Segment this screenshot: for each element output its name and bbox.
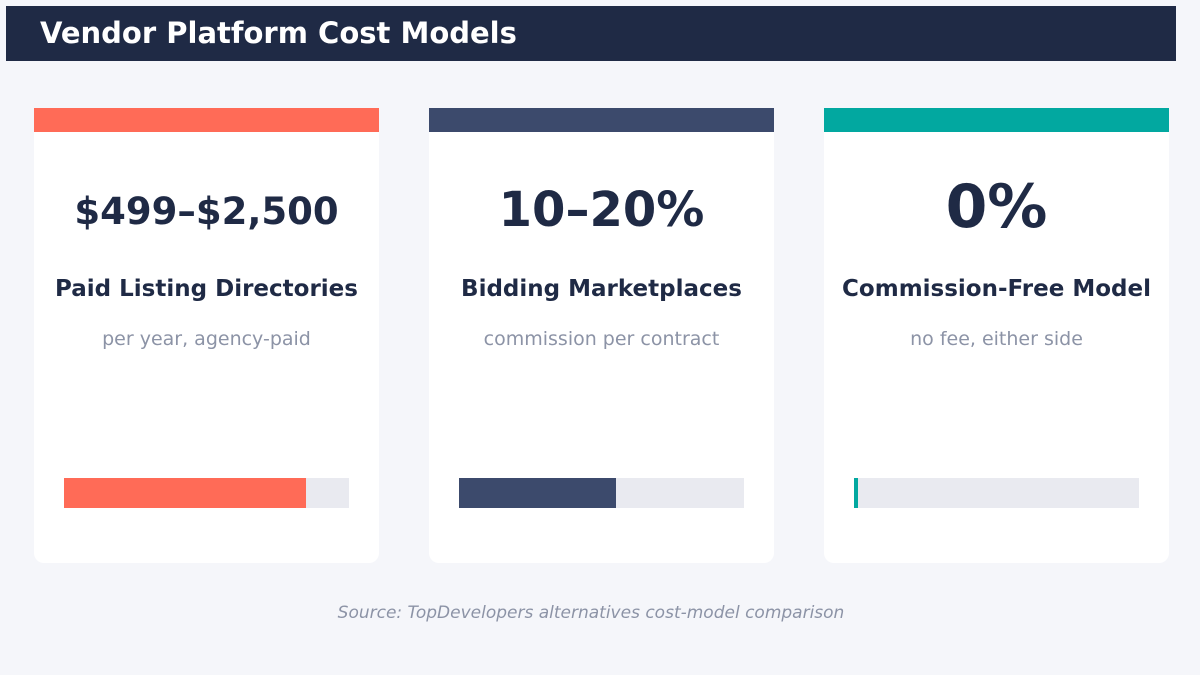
- card-accent-bar: [429, 108, 774, 132]
- card-label: Bidding Marketplaces: [461, 276, 742, 302]
- card-accent-bar: [34, 108, 379, 132]
- chart-title: Vendor Platform Cost Models: [40, 16, 517, 50]
- card-accent-bar: [824, 108, 1169, 132]
- bar-track: [64, 478, 349, 508]
- card-label: Paid Listing Directories: [55, 276, 358, 302]
- card-value: 0%: [945, 172, 1048, 242]
- card-commission-free: 0% Commission-Free Model no fee, either …: [824, 108, 1169, 563]
- title-bar: Vendor Platform Cost Models: [6, 6, 1176, 61]
- card-value: 10–20%: [498, 182, 705, 238]
- card-value: $499–$2,500: [74, 190, 339, 233]
- card-subtitle: no fee, either side: [910, 328, 1083, 350]
- card-subtitle: per year, agency-paid: [102, 328, 311, 350]
- card-label: Commission-Free Model: [842, 276, 1151, 302]
- card-subtitle: commission per contract: [483, 328, 720, 350]
- bar-fill-commission-free: [854, 478, 858, 508]
- bar-track: [854, 478, 1139, 508]
- bar-track: [459, 478, 744, 508]
- bar-fill-bidding-marketplaces: [459, 478, 616, 508]
- source-note: Source: TopDevelopers alternatives cost-…: [337, 603, 845, 623]
- card-bidding-marketplaces: 10–20% Bidding Marketplaces commission p…: [429, 108, 774, 563]
- bar-fill-paid-listing: [64, 478, 306, 508]
- card-paid-listing: $499–$2,500 Paid Listing Directories per…: [34, 108, 379, 563]
